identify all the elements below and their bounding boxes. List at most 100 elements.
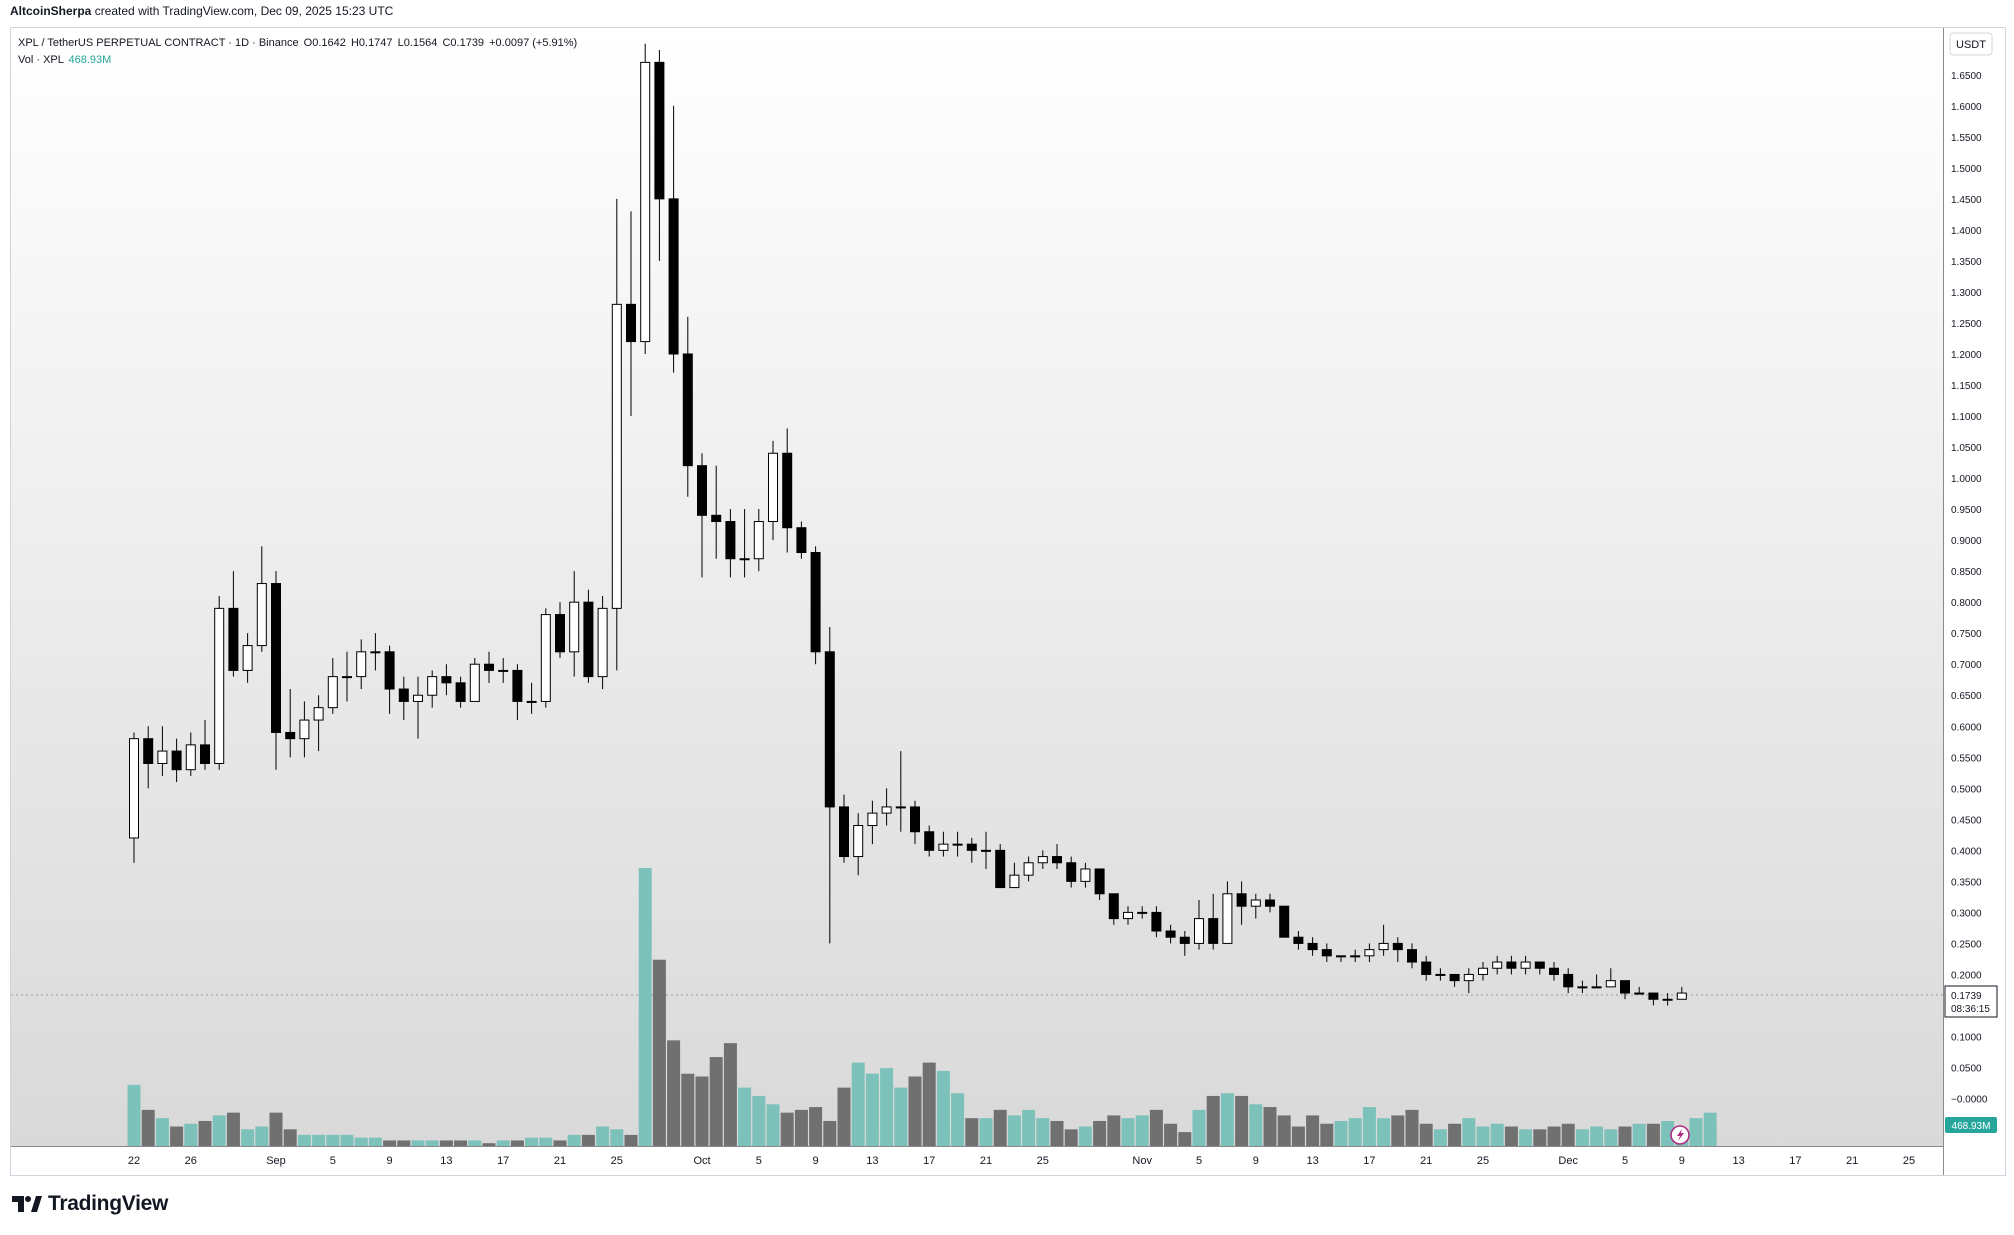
currency-badge-box [1949, 32, 1993, 56]
volume-bar [1007, 1115, 1021, 1146]
candle-body [441, 676, 452, 684]
price-tick-label: 0.9000 [1951, 536, 1982, 547]
time-tick-label: 5 [1622, 1155, 1628, 1167]
candle-body [1037, 856, 1048, 864]
volume-bar [596, 1126, 610, 1146]
price-tick-label: 1.5500 [1951, 133, 1982, 144]
candle [200, 720, 210, 770]
header-attribution: AltcoinSherpa created with TradingView.c… [10, 4, 393, 18]
candle [469, 658, 480, 702]
volume-bar [425, 1140, 439, 1146]
price-tick-label: 1.1000 [1951, 412, 1982, 423]
candle [171, 738, 182, 783]
candle [356, 639, 367, 690]
volume-label[interactable]: Vol · XPL [18, 54, 64, 66]
candle-body [469, 663, 480, 702]
candle [327, 658, 338, 714]
candle [640, 43, 651, 354]
candle-body [1620, 980, 1630, 994]
candle-body [611, 303, 622, 609]
candle-body [796, 527, 807, 554]
price-tick-label: 0.2000 [1951, 970, 1982, 981]
time-axis-labels: 22 26 Sep 5 9 13 17 21 25 Oct 5 9 13 17 21 25 Nov 5 9 13 17 2… [128, 1155, 1915, 1167]
candle-body [1165, 930, 1176, 938]
candle-body [583, 601, 594, 678]
candle [1236, 881, 1247, 925]
volume-bar [1306, 1115, 1320, 1146]
candle-body [1449, 973, 1460, 982]
candle-body [413, 694, 423, 702]
candle [1279, 905, 1290, 938]
price-tick-label: 0.0500 [1951, 1064, 1982, 1075]
candle [1137, 906, 1148, 919]
time-tick-label: 9 [387, 1155, 393, 1167]
candle-body [1350, 955, 1361, 958]
volume-bar [1320, 1123, 1334, 1146]
candle [1421, 955, 1432, 981]
candle [1321, 943, 1332, 963]
volume-bar [766, 1104, 780, 1146]
price-tick-label: 1.4500 [1951, 195, 1982, 206]
candle [1520, 955, 1531, 975]
price-tick-label: 1.3000 [1951, 288, 1982, 299]
candle [611, 198, 622, 671]
candle [484, 651, 494, 683]
symbol-title[interactable]: XPL / TetherUS PERPETUAL CONTRACT · 1D ·… [18, 37, 299, 49]
candle-body [725, 521, 736, 560]
time-tick-label: 21 [1846, 1155, 1858, 1167]
candle [256, 546, 267, 652]
candle-body [285, 731, 296, 740]
time-tick-label: 13 [866, 1155, 878, 1167]
price-tick-label: 1.5000 [1951, 164, 1982, 175]
indicator-alert-icon[interactable] [1670, 1125, 1690, 1145]
candle-body [626, 303, 636, 343]
time-tick-label: 25 [611, 1155, 623, 1167]
volume-bar [1036, 1118, 1050, 1146]
candle-body [739, 558, 750, 561]
candle [853, 813, 864, 876]
volume-bar [1519, 1129, 1533, 1146]
tradingview-logo[interactable]: TradingView [12, 1192, 168, 1216]
volume-bar [567, 1134, 581, 1146]
candle-body [768, 452, 778, 523]
high-label: H [350, 37, 359, 49]
candle [1378, 924, 1389, 956]
volume-bar [1419, 1123, 1433, 1146]
last-price-badge-box [1944, 985, 1998, 1018]
last-price-value: 0.1739 [1951, 991, 1982, 1002]
candle [682, 316, 693, 497]
volume-bar [539, 1137, 553, 1146]
volume-bar [1263, 1107, 1277, 1146]
volume-bar [1121, 1118, 1135, 1146]
last-price-badge: 0.1739 08:36:15 [1944, 985, 1998, 1018]
candle-body [1094, 868, 1105, 895]
candle-body [157, 750, 168, 764]
candle-body [782, 452, 793, 529]
header-author: AltcoinSherpa [10, 4, 92, 18]
price-tick-label: 0.7500 [1951, 629, 1982, 640]
volume-bar [155, 1118, 169, 1146]
candle [1222, 881, 1233, 944]
candle [1563, 968, 1574, 994]
candle [157, 726, 168, 776]
price-tick-label: 0.4000 [1951, 846, 1982, 857]
candle [626, 211, 636, 417]
candle-body [910, 806, 920, 833]
volume-bar [1249, 1104, 1263, 1146]
volume-bar [340, 1134, 354, 1146]
candle-body [1549, 967, 1559, 975]
volume-bar [1192, 1109, 1206, 1146]
price-tick-label: 1.4000 [1951, 226, 1982, 237]
candle-body [1605, 980, 1616, 988]
candle-body [1421, 961, 1432, 975]
candle [1179, 931, 1190, 956]
volume-bar [1703, 1112, 1717, 1146]
currency-badge[interactable]: USDT [1949, 32, 1993, 56]
candle-body [398, 688, 409, 702]
candle-body [1052, 856, 1062, 864]
candle [867, 800, 878, 845]
price-tick-label: 1.0500 [1951, 443, 1982, 454]
volume-bar [1405, 1109, 1419, 1146]
volume-bar [184, 1123, 198, 1146]
